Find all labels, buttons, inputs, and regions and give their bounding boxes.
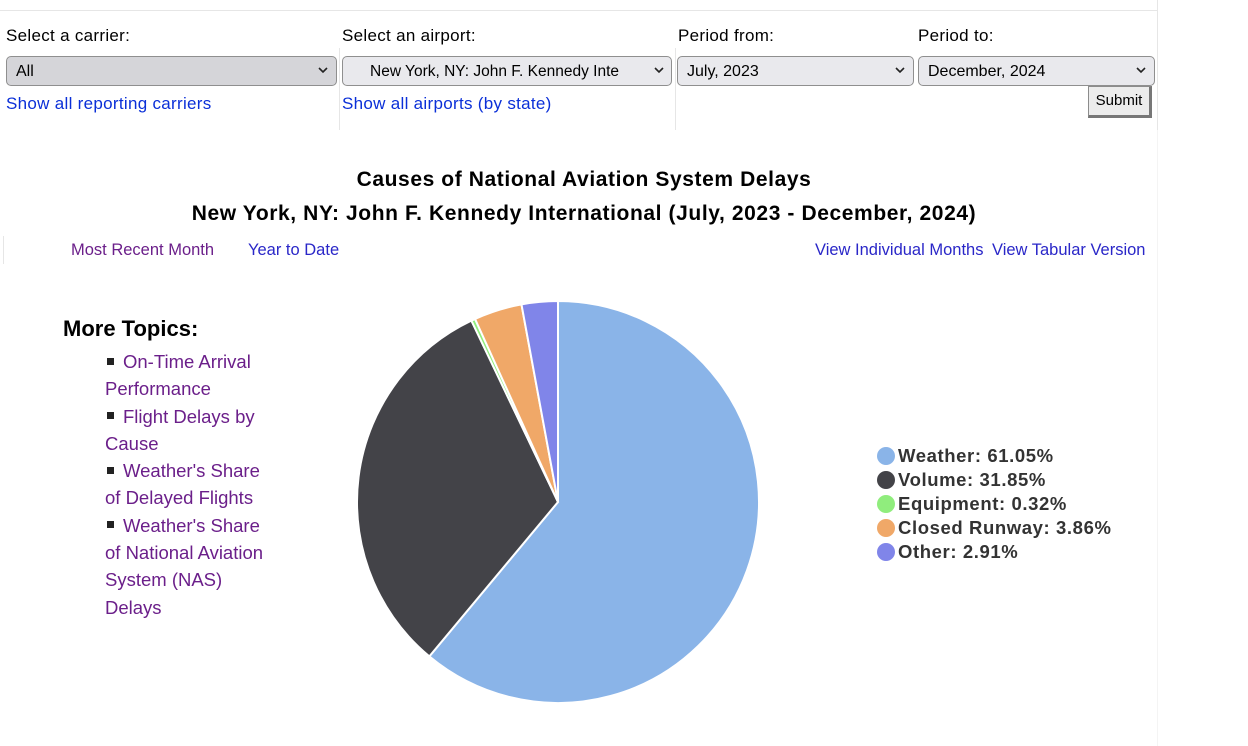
list-item: Flight Delays by Cause: [105, 403, 270, 458]
chevron-down-icon: [1136, 65, 1146, 74]
period-to-select[interactable]: December, 2024: [918, 56, 1155, 86]
chevron-down-icon: [318, 65, 328, 74]
list-item: Weather's Share of National Aviation Sys…: [105, 512, 270, 621]
column-divider: [675, 48, 676, 130]
chart-title: Causes of National Aviation System Delay…: [356, 168, 812, 191]
show-all-airports-link[interactable]: Show all airports (by state): [342, 94, 552, 113]
nav-divider: [3, 236, 4, 264]
delay-causes-pie-chart: [356, 299, 760, 704]
period-to-value: December, 2024: [928, 63, 1046, 80]
legend-label: Equipment: 0.32%: [898, 493, 1067, 514]
more-topics-list: On-Time Arrival Performance Flight Delay…: [105, 348, 270, 621]
topic-link-delays-by-cause[interactable]: Flight Delays by Cause: [105, 405, 255, 454]
most-recent-month-link[interactable]: Most Recent Month: [71, 241, 215, 259]
pie-slice-other[interactable]: [520, 299, 559, 503]
bullet-icon: [107, 412, 114, 420]
pie-slice-volume[interactable]: [356, 319, 560, 658]
legend-label: Closed Runway: 3.86%: [898, 517, 1112, 538]
topic-link-weather-share-nas[interactable]: Weather's Share of National Aviation Sys…: [105, 514, 264, 618]
chevron-down-icon: [648, 65, 668, 74]
legend-label: Weather: 61.05%: [898, 445, 1054, 466]
top-divider: [0, 10, 1157, 11]
period-from-column: Period from: July, 2023: [675, 10, 915, 130]
airport-column: Select an airport: New York, NY: John F.…: [339, 10, 675, 130]
bullet-icon: [107, 521, 114, 529]
view-individual-months-link[interactable]: View Individual Months: [815, 241, 984, 259]
legend-swatch-icon: [877, 519, 895, 537]
legend-swatch-icon: [877, 447, 895, 465]
pie-slice-weather[interactable]: [427, 299, 760, 704]
topic-link-weather-share-delayed[interactable]: Weather's Share of Delayed Flights: [105, 460, 260, 509]
legend-swatch-icon: [877, 543, 895, 561]
airport-label: Select an airport:: [342, 26, 476, 45]
legend-swatch-icon: [877, 495, 895, 513]
more-topics-heading: More Topics:: [63, 316, 199, 341]
period-to-column: Period to: December, 2024: [915, 10, 1157, 130]
chart-subtitle: New York, NY: John F. Kennedy Internatio…: [191, 202, 977, 225]
filter-form: Select a carrier: All Show all reporting…: [3, 10, 1157, 130]
bullet-icon: [107, 357, 114, 365]
right-divider-lower: [1157, 130, 1158, 746]
period-from-label: Period from:: [678, 26, 775, 45]
carrier-label: Select a carrier:: [6, 26, 131, 45]
legend-label: Other: 2.91%: [898, 541, 1019, 562]
legend-label: Volume: 31.85%: [898, 469, 1046, 490]
right-divider: [1157, 0, 1158, 130]
period-from-select[interactable]: July, 2023: [677, 56, 914, 86]
year-to-date-link[interactable]: Year to Date: [248, 241, 340, 259]
period-to-label: Period to:: [918, 26, 994, 45]
submit-button[interactable]: Submit: [1088, 86, 1152, 118]
show-all-carriers-link[interactable]: Show all reporting carriers: [6, 94, 212, 113]
list-item: On-Time Arrival Performance: [105, 348, 270, 403]
airport-select[interactable]: New York, NY: John F. Kennedy Inte: [342, 56, 672, 86]
topic-link-on-time[interactable]: On-Time Arrival Performance: [105, 351, 251, 400]
period-from-value: July, 2023: [687, 63, 759, 80]
bullet-icon: [107, 466, 114, 474]
view-tabular-version-link[interactable]: View Tabular Version: [992, 241, 1146, 259]
legend-swatch-icon: [877, 471, 895, 489]
chevron-down-icon: [895, 65, 905, 74]
airport-select-value: New York, NY: John F. Kennedy Inte: [370, 63, 620, 80]
list-item: Weather's Share of Delayed Flights: [105, 457, 270, 512]
column-divider: [339, 48, 340, 130]
carrier-select[interactable]: All: [6, 56, 337, 86]
carrier-column: Select a carrier: All Show all reporting…: [3, 10, 339, 130]
carrier-select-value: All: [16, 63, 34, 80]
